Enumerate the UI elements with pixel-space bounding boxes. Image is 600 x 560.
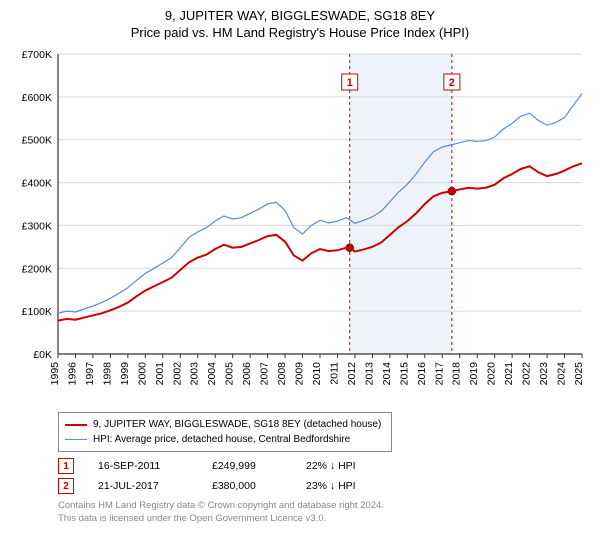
x-tick-label: 2006 <box>241 362 253 386</box>
chart-svg: £0K £100K £200K £300K £400K £500K £600K £700K 19… <box>10 46 590 406</box>
x-tick-label: 1995 <box>49 362 61 386</box>
x-tick-label: 2025 <box>573 362 585 386</box>
x-tick-label: 2012 <box>346 362 358 386</box>
x-tick-label: 1998 <box>101 362 113 386</box>
sale-delta: 23% ↓ HPI <box>306 480 406 492</box>
attribution-line: Contains HM Land Registry data © Crown c… <box>58 500 590 513</box>
y-tick-label: £100K <box>22 306 52 318</box>
legend-box: 9, JUPITER WAY, BIGGLESWADE, SG18 8EY (d… <box>58 412 392 452</box>
sale-price: £249,999 <box>212 460 282 472</box>
legend-row: 9, JUPITER WAY, BIGGLESWADE, SG18 8EY (d… <box>65 417 385 432</box>
chart-subtitle: Price paid vs. HM Land Registry's House … <box>10 25 590 40</box>
y-tick-label: £0K <box>33 349 52 361</box>
sale-date: 16-SEP-2011 <box>98 460 188 472</box>
sale-date: 21-JUL-2017 <box>98 480 188 492</box>
x-tick-label: 2008 <box>276 362 288 386</box>
x-tick-label: 1999 <box>119 362 131 386</box>
attribution: Contains HM Land Registry data © Crown c… <box>58 500 590 526</box>
sale-row: 2 21-JUL-2017 £380,000 23% ↓ HPI <box>58 476 590 496</box>
x-tick-label: 2024 <box>556 362 568 386</box>
x-tick-label: 2020 <box>486 362 498 386</box>
attribution-line: This data is licensed under the Open Gov… <box>58 513 590 526</box>
sale-badge: 1 <box>58 458 74 474</box>
x-tick-label: 2019 <box>468 362 480 386</box>
x-tick-label: 2021 <box>503 362 515 386</box>
x-tick-label: 2022 <box>521 362 533 386</box>
x-tick-label: 1996 <box>66 362 78 386</box>
legend-label: HPI: Average price, detached house, Cent… <box>93 432 350 447</box>
chart-title: 9, JUPITER WAY, BIGGLESWADE, SG18 8EY <box>10 8 590 23</box>
y-tick-label: £500K <box>22 135 52 147</box>
legend-label: 9, JUPITER WAY, BIGGLESWADE, SG18 8EY (d… <box>93 417 381 432</box>
legend-swatch <box>65 439 87 440</box>
x-tick-label: 2017 <box>433 362 445 386</box>
x-tick-label: 2016 <box>416 362 428 386</box>
chart-plot: £0K £100K £200K £300K £400K £500K £600K £700K 19… <box>10 46 590 406</box>
y-tick-label: £300K <box>22 220 52 232</box>
highlight-band <box>350 54 452 354</box>
legend-row: HPI: Average price, detached house, Cent… <box>65 432 385 447</box>
x-tick-label: 2015 <box>398 362 410 386</box>
x-tick-label: 2014 <box>381 362 393 386</box>
y-tick-label: £700K <box>22 49 52 61</box>
sales-table: 1 16-SEP-2011 £249,999 22% ↓ HPI 2 21-JUL-201… <box>58 456 590 496</box>
x-tick-label: 2005 <box>224 362 236 386</box>
x-tick-label: 2023 <box>538 362 550 386</box>
x-tick-label: 2002 <box>171 362 183 386</box>
x-tick-label: 2004 <box>206 362 218 386</box>
x-tick-label: 2011 <box>328 362 340 385</box>
x-tick-label: 2003 <box>189 362 201 386</box>
legend-swatch <box>65 424 87 426</box>
x-tick-label: 1997 <box>84 362 96 386</box>
y-tick-label: £400K <box>22 178 52 190</box>
x-tick-label: 2007 <box>259 362 271 386</box>
series-hpi <box>58 93 582 313</box>
chart-container: 9, JUPITER WAY, BIGGLESWADE, SG18 8EY Pr… <box>0 0 600 560</box>
x-tick-label: 2000 <box>136 362 148 386</box>
series-property <box>58 163 582 320</box>
x-tick-label: 2018 <box>451 362 463 386</box>
sale-row: 1 16-SEP-2011 £249,999 22% ↓ HPI <box>58 456 590 476</box>
x-tick-label: 2001 <box>154 362 166 386</box>
sale-price: £380,000 <box>212 480 282 492</box>
event-badge-label: 2 <box>449 77 455 89</box>
sale-badge: 2 <box>58 478 74 494</box>
event-badge-label: 1 <box>347 77 353 89</box>
y-tick-label: £200K <box>22 263 52 275</box>
sale-delta: 22% ↓ HPI <box>306 460 406 472</box>
x-tick-label: 2010 <box>311 362 323 386</box>
x-tick-label: 2009 <box>294 362 306 386</box>
x-tick-label: 2013 <box>363 362 375 386</box>
y-tick-label: £600K <box>22 92 52 104</box>
